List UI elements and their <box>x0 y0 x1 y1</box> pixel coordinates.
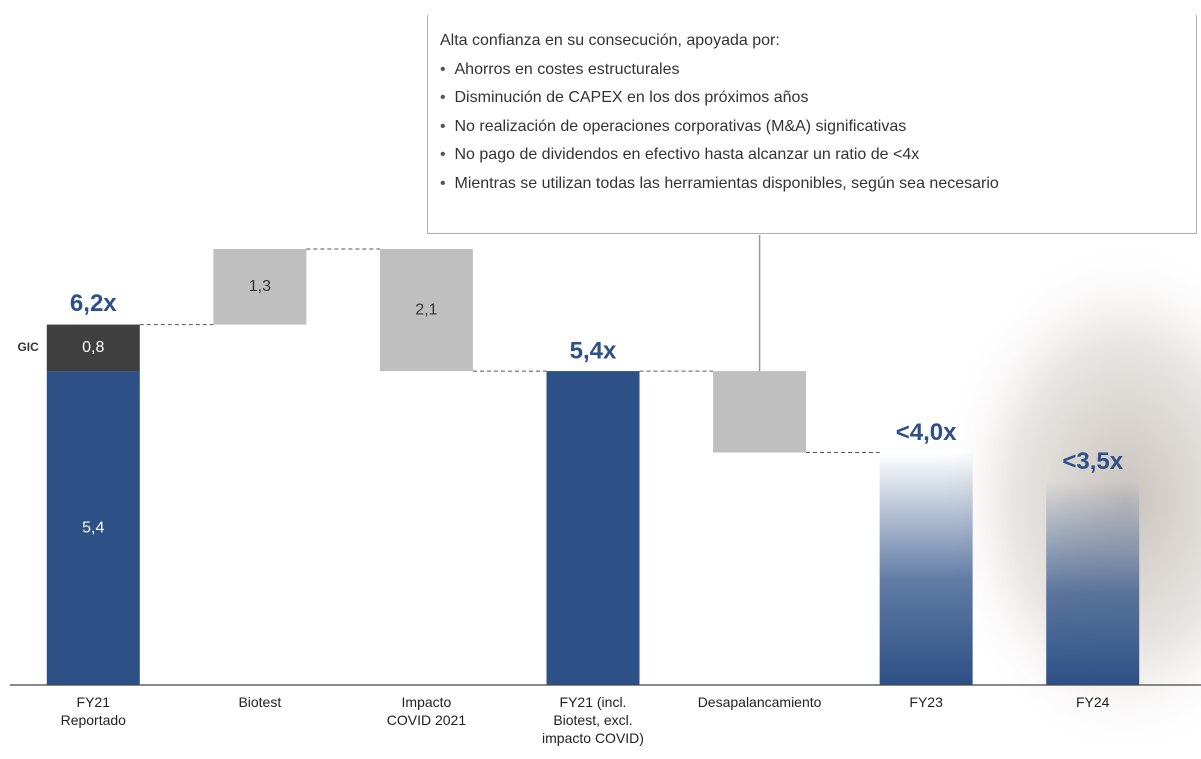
callout-heading: Alta confianza en su consecución, apoyad… <box>440 32 780 49</box>
callout-bullet: Ahorros en costes estructurales <box>440 56 1196 85</box>
x-tick-label: FY23 <box>909 694 943 710</box>
bar <box>546 371 640 685</box>
value-label: 5,4 <box>82 519 104 536</box>
x-tick-label: FY21 (incl. Biotest, excl. impacto COVID… <box>542 694 644 746</box>
value-label: 1,3 <box>249 278 271 295</box>
bar <box>1046 481 1140 685</box>
x-tick-label: Biotest <box>238 694 282 710</box>
total-label: 6,2x <box>70 290 117 317</box>
x-tick-label: FY24 <box>1075 694 1110 710</box>
callout-bullet: No realización de operaciones corporativ… <box>440 113 1196 142</box>
bar <box>879 452 973 685</box>
bar-decrease <box>713 371 807 453</box>
value-label: 0,8 <box>82 339 104 356</box>
callout-bullet: Disminución de CAPEX en los dos próximos… <box>440 84 1196 113</box>
bar-increase <box>213 249 307 325</box>
x-tick-label: FY21 Reportado <box>60 694 126 728</box>
total-label: <3,5x <box>1062 448 1123 475</box>
bar-decrease <box>379 249 473 372</box>
bar-segment <box>46 371 140 685</box>
bar-segment <box>46 324 140 372</box>
callout-box: Alta confianza en su consecución, apoyad… <box>427 15 1197 234</box>
x-tick-label: Desapalancamiento <box>697 694 822 710</box>
total-label: <4,0x <box>896 419 957 446</box>
callout-bullet: No pago de dividendos en efectivo hasta … <box>440 141 1196 170</box>
callout-bullet: Mientras se utilizan todas las herramien… <box>440 170 1196 199</box>
total-label: 5,4x <box>570 337 617 364</box>
segment-name: GIC <box>17 340 39 354</box>
value-label: 2,1 <box>415 301 437 318</box>
x-tick-label: Impacto COVID 2021 <box>386 694 467 728</box>
